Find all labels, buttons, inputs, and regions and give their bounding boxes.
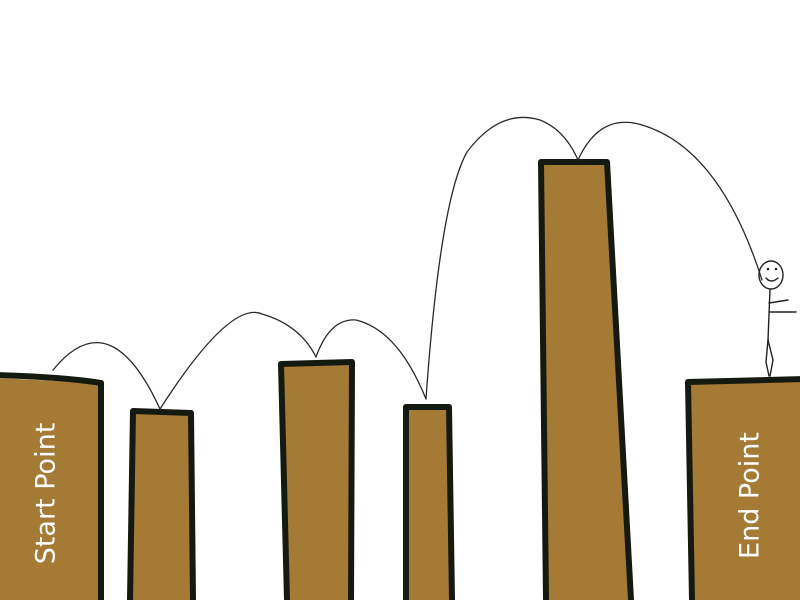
start-point-label: Start Point	[30, 422, 62, 565]
pillar-2	[127, 408, 196, 600]
pillar-4	[403, 404, 455, 600]
pillar-end	[685, 376, 800, 600]
end-point-label: End Point	[734, 432, 766, 559]
jump-trajectory	[52, 116, 763, 410]
pillar-3	[278, 359, 355, 600]
stick-figure-icon	[758, 260, 797, 377]
pillar-5	[538, 159, 634, 600]
pillar-start	[0, 372, 104, 600]
